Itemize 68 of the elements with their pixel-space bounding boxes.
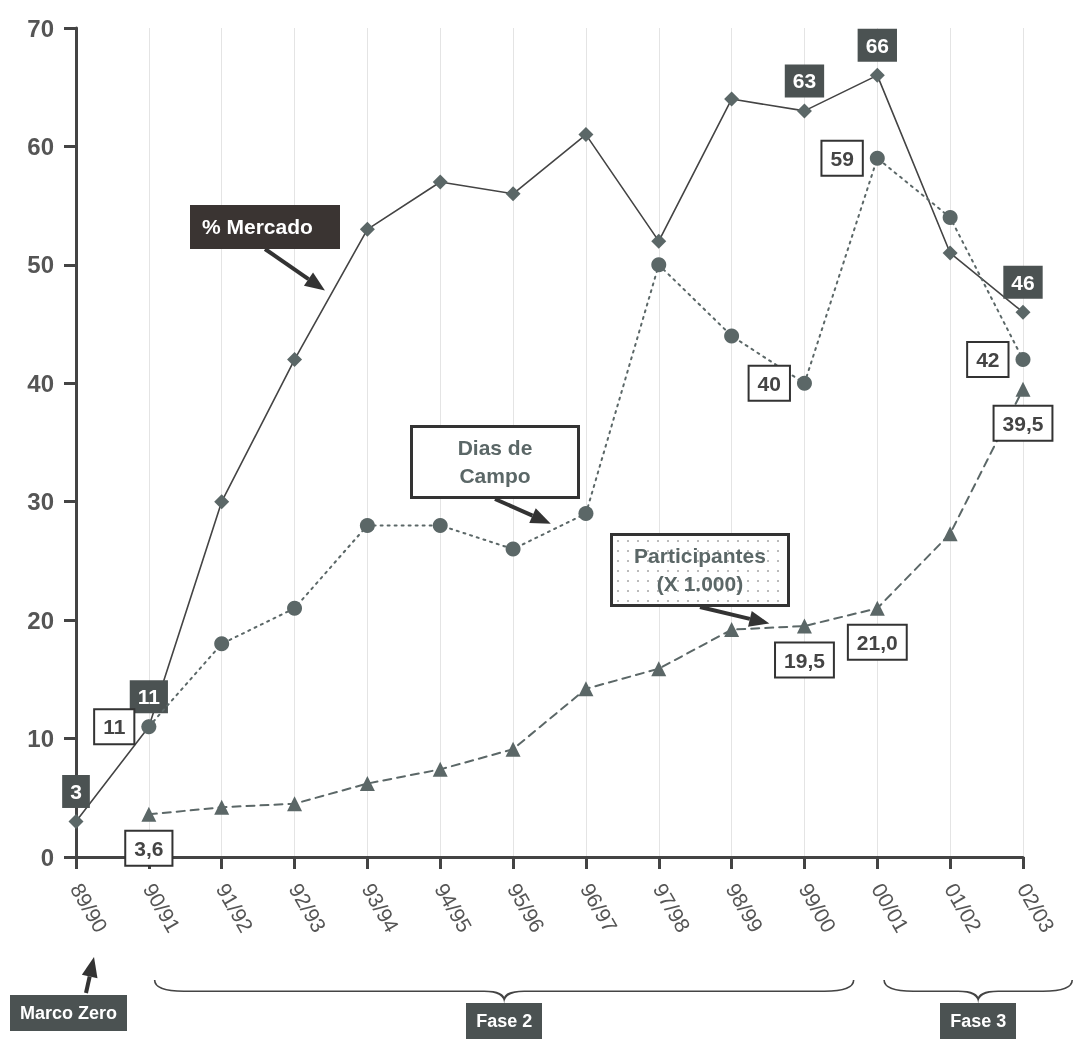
point <box>651 257 667 273</box>
point <box>942 526 958 542</box>
point <box>578 127 594 143</box>
point <box>1015 352 1031 368</box>
point <box>505 741 521 757</box>
data-label: 66 <box>865 33 889 57</box>
data-label: 3,6 <box>134 836 164 860</box>
data-label: 40 <box>757 371 781 395</box>
point <box>141 806 157 822</box>
point <box>796 618 812 634</box>
callout-box: % Mercado <box>190 205 340 249</box>
y-tick-label: 70 <box>27 14 54 42</box>
point <box>214 799 230 815</box>
point <box>432 174 448 190</box>
callout-box: Participantes (X 1.000) <box>610 533 790 607</box>
point <box>68 813 84 829</box>
point <box>141 719 157 735</box>
point <box>869 150 885 166</box>
series-label: Participantes (X 1.000) <box>634 544 766 595</box>
text: Fase 2 <box>466 1003 543 1039</box>
point <box>796 375 812 391</box>
point <box>505 541 521 557</box>
point <box>287 600 303 616</box>
point <box>214 494 230 510</box>
point <box>359 221 375 237</box>
point <box>432 517 448 533</box>
point <box>359 517 375 533</box>
y-tick-label: 50 <box>27 251 54 279</box>
data-label: 11 <box>103 715 126 739</box>
point <box>724 91 740 107</box>
point <box>651 661 667 677</box>
y-tick-label: 20 <box>27 606 54 634</box>
point <box>359 776 375 792</box>
point <box>942 245 958 261</box>
text: Fase 3 <box>940 1003 1017 1039</box>
data-label: 3 <box>70 779 82 803</box>
data-label: 46 <box>1011 270 1035 294</box>
data-label: 21,0 <box>856 630 898 654</box>
y-tick-label: 60 <box>27 132 54 160</box>
data-label: 63 <box>792 69 817 93</box>
data-label: 19,5 <box>784 648 826 672</box>
point <box>578 506 594 522</box>
tag-box: Marco Zero <box>10 995 128 1031</box>
series-label: Dias de Campo <box>457 436 533 487</box>
point <box>1015 304 1031 320</box>
point <box>869 67 885 83</box>
data-label: 39,5 <box>1002 411 1044 435</box>
point <box>287 796 303 812</box>
y-tick-label: 0 <box>40 843 54 871</box>
data-label: 59 <box>830 146 854 170</box>
point <box>942 209 958 225</box>
y-tick-label: 40 <box>27 369 54 397</box>
y-tick-label: 10 <box>27 725 54 753</box>
point <box>214 636 230 652</box>
point <box>505 186 521 202</box>
callout-box: Dias de Campo <box>410 425 580 499</box>
point <box>1015 381 1031 397</box>
point <box>287 352 303 368</box>
point <box>651 233 667 249</box>
data-label: 42 <box>976 348 1000 372</box>
point <box>432 761 448 777</box>
y-tick-label: 30 <box>27 488 54 516</box>
data-label: 11 <box>137 685 161 709</box>
point <box>796 103 812 119</box>
point <box>724 622 740 638</box>
point <box>578 681 594 697</box>
point <box>724 328 740 344</box>
point <box>869 600 885 616</box>
